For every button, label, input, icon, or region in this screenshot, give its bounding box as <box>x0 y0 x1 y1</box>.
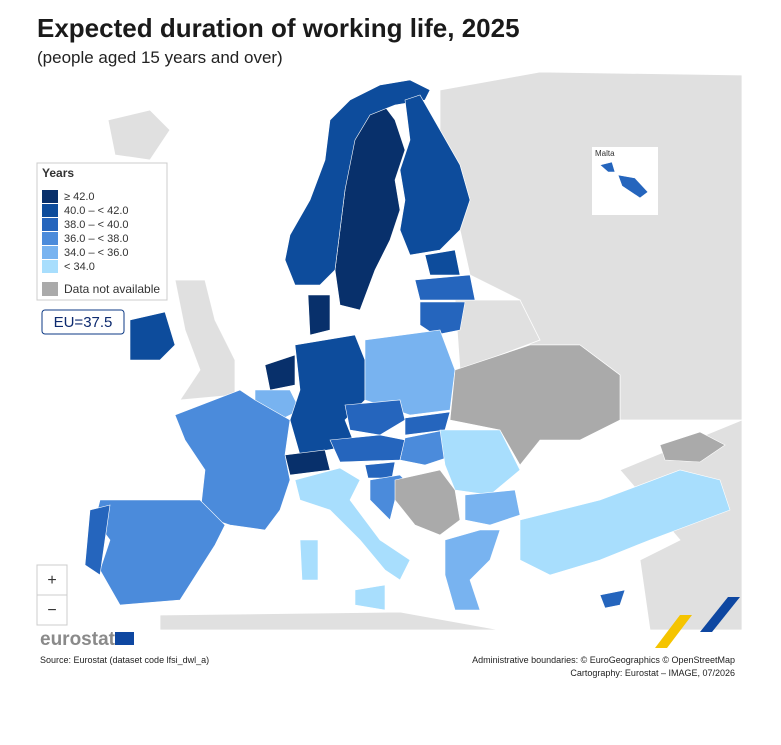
brand-stripe <box>655 615 692 648</box>
source: Source: Eurostat (dataset code lfsi_dwl_… <box>40 655 209 665</box>
region <box>424 249 461 276</box>
region <box>264 354 296 391</box>
region <box>294 467 411 581</box>
region <box>599 161 616 173</box>
land <box>107 109 171 161</box>
region <box>449 344 621 466</box>
legend-swatch <box>42 282 58 296</box>
region <box>599 589 626 609</box>
region <box>307 294 331 336</box>
region <box>444 529 501 611</box>
legend-label: ≥ 42.0 <box>64 191 95 203</box>
land <box>159 611 501 631</box>
region <box>394 469 461 536</box>
zoom-out-button[interactable] <box>36 594 68 626</box>
region <box>284 79 431 286</box>
zoom-controls: + − <box>36 564 68 626</box>
region <box>399 94 471 256</box>
region <box>659 431 726 463</box>
region <box>617 174 649 199</box>
region <box>284 449 331 476</box>
legend-swatch <box>42 260 58 273</box>
legend-label: Data not available <box>64 282 160 296</box>
region <box>414 274 476 301</box>
legend-swatch <box>42 190 58 203</box>
logo: eurostat <box>40 629 116 650</box>
eu-flag <box>115 632 134 645</box>
legend: Years ≥ 42.0 40.0 – < 42.0 38.0 – < 40.0 36… <box>36 162 168 301</box>
region <box>519 469 731 576</box>
region <box>354 584 386 611</box>
legend-swatch <box>42 232 58 245</box>
land <box>454 299 541 371</box>
legend-label: 36.0 – < 38.0 <box>64 233 129 245</box>
legend-label: 38.0 – < 40.0 <box>64 219 129 231</box>
inset-label: Malta <box>595 149 615 158</box>
legend-box <box>36 162 168 301</box>
region <box>364 461 396 479</box>
malta-inset: Malta <box>592 147 658 215</box>
legend-swatch <box>42 246 58 259</box>
brand-stripe <box>700 597 740 632</box>
legend-title: Years <box>42 166 74 180</box>
region <box>364 329 456 416</box>
subtitle: (people aged 15 years and over) <box>37 48 283 67</box>
credit: Administrative boundaries: © EuroGeograp… <box>472 655 735 665</box>
legend-swatch <box>42 218 58 231</box>
region <box>289 334 366 456</box>
zoom-in-label[interactable]: + <box>47 572 56 589</box>
legend-label: 34.0 – < 36.0 <box>64 247 129 259</box>
title: Expected duration of working life, 2025 <box>37 13 520 43</box>
zoom-in-button[interactable] <box>36 564 68 596</box>
eu-average: EU=37.5 <box>54 314 113 331</box>
region <box>419 301 466 336</box>
region <box>299 539 319 581</box>
legend-label: < 34.0 <box>64 261 95 273</box>
region <box>344 399 406 436</box>
eu-average-box <box>41 309 125 335</box>
region <box>464 489 521 526</box>
legend-label: 40.0 – < 42.0 <box>64 205 129 217</box>
region <box>329 434 406 463</box>
credit: Cartography: Eurostat – IMAGE, 07/2026 <box>570 668 735 678</box>
region <box>129 311 176 361</box>
region <box>84 504 111 576</box>
zoom-out-label[interactable]: − <box>47 602 56 619</box>
legend-swatch <box>42 204 58 217</box>
region <box>174 389 291 531</box>
